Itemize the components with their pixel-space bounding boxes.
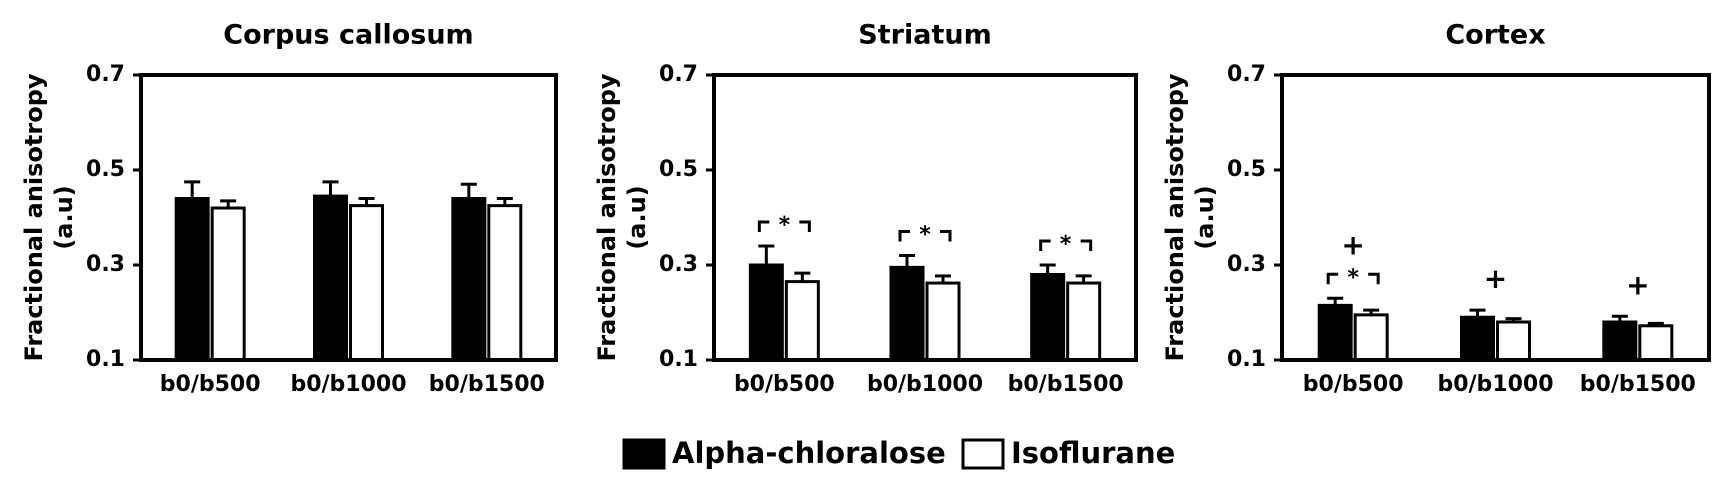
significance-label: * — [779, 213, 791, 238]
bar — [1066, 281, 1102, 362]
y-tick-label: 0.1 — [86, 347, 125, 372]
bar — [1602, 320, 1638, 362]
plot-frame — [1280, 73, 1711, 362]
x-tick-label: b0/b500 — [734, 372, 835, 397]
legend-label: Isoflurane — [1011, 436, 1175, 470]
bar — [925, 281, 961, 362]
marker-label: + — [1626, 268, 1649, 301]
plot-frame — [139, 73, 558, 362]
y-axis-label: Fractional anisotropy — [20, 73, 48, 361]
bar — [748, 263, 784, 362]
y-tick-label: 0.7 — [659, 62, 698, 87]
y-tick-label: 0.5 — [86, 157, 125, 182]
y-tick-label: 0.1 — [1227, 347, 1266, 372]
y-axis-label: Fractional anisotropy — [1161, 73, 1189, 361]
y-axis-label: (a.u) — [50, 185, 78, 249]
significance-label: * — [919, 223, 931, 248]
significance-bracket — [1039, 239, 1093, 251]
x-tick-label: b0/b1500 — [1580, 372, 1696, 397]
bar — [451, 197, 487, 362]
y-tick-label: 0.1 — [659, 347, 698, 372]
legend-label: Alpha-chloralose — [672, 436, 946, 470]
bar — [889, 265, 925, 362]
significance-bracket — [1326, 272, 1380, 285]
x-tick-label: b0/b500 — [1303, 372, 1404, 397]
x-tick-label: b0/b1000 — [867, 372, 983, 397]
x-tick-label: b0/b1500 — [429, 372, 545, 397]
y-axis-label: Fractional anisotropy — [593, 73, 621, 361]
y-axis-label: (a.u) — [1191, 185, 1219, 249]
significance-label: * — [1347, 265, 1359, 290]
y-tick-label: 0.7 — [86, 62, 125, 87]
significance-bracket — [898, 230, 952, 242]
plot-frame — [712, 73, 1138, 362]
chart-title: Corpus callosum — [223, 20, 473, 51]
bar — [487, 204, 523, 362]
x-tick-label: b0/b1000 — [1437, 372, 1553, 397]
marker-label: + — [1484, 262, 1507, 295]
chart-title: Striatum — [858, 20, 991, 51]
bar — [1496, 320, 1531, 362]
bar — [784, 280, 820, 362]
x-tick-label: b0/b500 — [160, 372, 261, 397]
bar — [1460, 315, 1495, 362]
x-tick-label: b0/b1500 — [1008, 372, 1124, 397]
x-tick-label: b0/b1000 — [290, 372, 406, 397]
bar — [1353, 313, 1389, 362]
bar — [349, 204, 384, 362]
marker-label: + — [1341, 228, 1364, 261]
y-axis-label: (a.u) — [623, 185, 651, 249]
y-tick-label: 0.5 — [1227, 157, 1266, 182]
y-tick-label: 0.5 — [659, 157, 698, 182]
bar — [313, 194, 348, 362]
y-tick-label: 0.3 — [1227, 252, 1266, 277]
bar — [1317, 303, 1353, 362]
chart-title: Cortex — [1445, 20, 1545, 51]
y-tick-label: 0.3 — [659, 252, 698, 277]
significance-bracket — [757, 220, 811, 232]
bar — [1638, 324, 1674, 362]
bar — [210, 206, 246, 362]
y-tick-label: 0.7 — [1227, 62, 1266, 87]
bar — [1030, 273, 1066, 362]
bar — [174, 197, 210, 362]
y-tick-label: 0.3 — [86, 252, 125, 277]
legend-swatch — [961, 438, 1005, 470]
significance-label: * — [1060, 232, 1072, 257]
legend-swatch — [622, 438, 666, 470]
